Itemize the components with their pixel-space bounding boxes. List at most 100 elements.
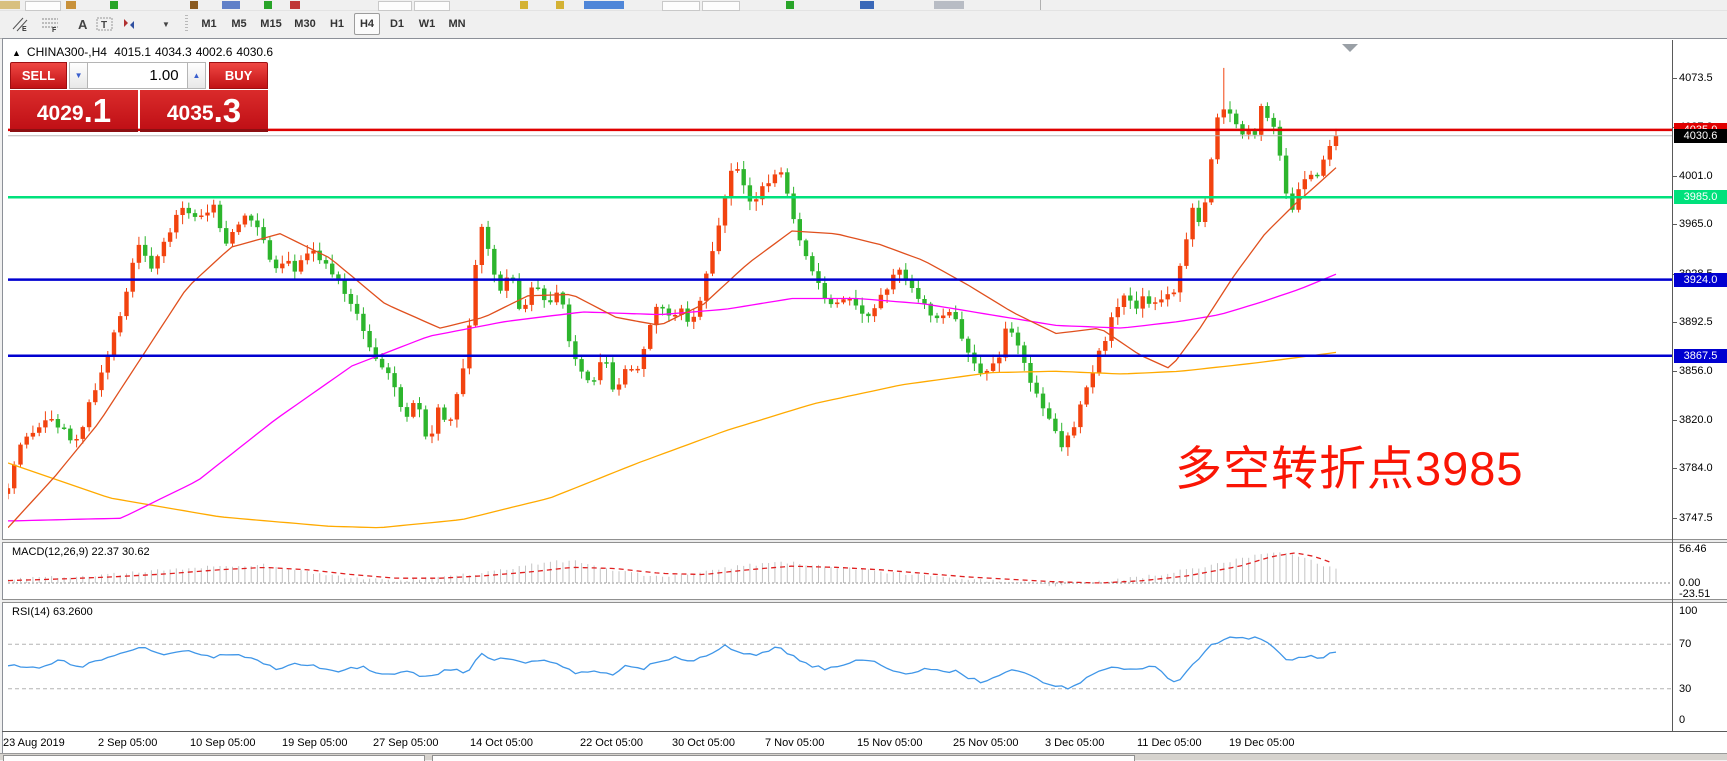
toolbar-text-label-icon[interactable]: T [94,13,116,35]
toolbar-fibonacci-retracement-icon[interactable]: F [36,13,64,35]
price-tick-mark [1673,78,1677,79]
rsi-canvas[interactable] [8,603,1672,731]
price-tick-label: 3747.5 [1679,512,1713,524]
time-axis-label: 14 Oct 05:00 [470,737,533,749]
toolbar-icon-fragment [662,1,700,11]
price-tick-label: 4073.5 [1679,72,1713,84]
buy-price-main: 4035 [166,102,214,125]
toolbar-icon-fragment [25,1,61,11]
timeframe-button-H4[interactable]: H4 [354,13,380,35]
toolbar-icon-fragment [702,1,740,11]
price-tick-mark [1673,224,1677,225]
time-axis-label: 3 Dec 05:00 [1045,737,1105,749]
rsi-label: RSI(14) 63.2600 [12,606,93,618]
chart-shift-marker [1342,44,1358,52]
toolbar-equidistant-channel-icon[interactable]: E [6,13,34,35]
timeframe-button-M15[interactable]: M15 [260,18,282,30]
toolbar-icon-fragment [378,1,412,11]
volume-input[interactable]: 1.00 [88,62,187,89]
toolbar-icon-fragment [786,1,794,9]
sell-price-frac: .1 [83,92,112,129]
volume-decrease-button[interactable]: ▼ [68,62,89,89]
buy-price-frac: .3 [213,92,242,129]
chart-annotation: 多空转折点3985 [1175,442,1524,495]
symbol-label: CHINA300-,H4 [26,45,107,59]
bottom-panel-edge [3,755,425,761]
svg-text:F: F [52,27,57,32]
plot-right-border [1672,40,1673,731]
arrow-objects-dropdown-icon[interactable]: ▼ [162,19,170,29]
rsi-scale-label: 100 [1679,605,1698,617]
price-badge-3867.5: 3867.5 [1674,349,1727,363]
time-axis-label: 19 Sep 05:00 [282,737,348,749]
toolbar-icon-fragment [222,1,240,9]
price-tick-label: 3856.0 [1679,365,1713,377]
chart-header: ▲ CHINA300-,H4 4015.1 4034.3 4002.6 4030.6 [12,45,277,59]
toolbar-icon-fragment [934,1,964,9]
time-axis-label: 30 Oct 05:00 [672,737,735,749]
macd-scale-label: 56.46 [1679,543,1707,555]
price-tick-label: 3892.5 [1679,316,1713,328]
macd-scale-label: 0.00 [1679,577,1701,589]
timeframe-button-W1[interactable]: W1 [418,18,436,30]
open-value: 4015.1 [114,45,151,59]
price-tick-mark [1673,420,1677,421]
price-badge-3924.0: 3924.0 [1674,273,1727,287]
bottom-strip [0,753,1727,761]
toolbar-icon-fragment [66,1,76,9]
toolbar-section-divider [1040,0,1041,10]
time-axis-label: 23 Aug 2019 [3,737,65,749]
main-chart-canvas[interactable] [8,40,1672,539]
sell-price-display[interactable]: 4029.1 [10,90,138,132]
macd-pane-separator[interactable] [2,539,1727,543]
price-tick-mark [1673,468,1677,469]
price-badge-3985.0: 3985.0 [1674,190,1727,204]
chart-window [2,38,1727,753]
svg-text:T: T [101,20,107,31]
toolbar-icon-fragment [584,1,624,9]
toolbar-icon-fragment [556,1,564,9]
rsi-scale-label: 30 [1679,683,1692,695]
sell-button[interactable]: SELL [10,62,67,89]
toolbar-text-icon[interactable]: A [72,13,94,35]
low-value: 4002.6 [195,45,233,59]
time-axis-label: 11 Dec 05:00 [1137,737,1202,749]
price-tick-label: 3820.0 [1679,414,1713,426]
time-axis-label: 22 Oct 05:00 [580,737,643,749]
toolbar-icon-fragment [290,1,300,9]
volume-increase-button[interactable]: ▲ [186,62,207,89]
sell-price-main: 4029 [36,102,84,125]
clipped-toolbar-row [0,0,1727,11]
toolbar-icon-fragment [0,1,20,9]
toolbar-icon-fragment [520,1,528,9]
price-tick-label: 3965.0 [1679,218,1713,230]
rsi-scale-label: 70 [1679,638,1692,650]
timeframe-button-MN[interactable]: MN [448,18,466,30]
timeframe-button-M1[interactable]: M1 [201,18,217,30]
one-click-trading-panel: SELL ▼ 1.00 ▲ BUY 4029.1 4035.3 [10,62,268,132]
rsi-pane-separator[interactable] [2,599,1727,603]
time-axis-label: 27 Sep 05:00 [373,737,439,749]
time-axis-label: 19 Dec 05:00 [1229,737,1295,749]
price-tick-label: 4001.0 [1679,170,1713,182]
time-axis-label: 7 Nov 05:00 [765,737,825,749]
toolbar-icon-fragment [414,1,450,11]
buy-button[interactable]: BUY [209,62,268,89]
toolbar-arrow-objects-icon[interactable] [118,13,140,35]
macd-canvas[interactable] [8,543,1672,599]
timeframe-button-H1[interactable]: H1 [329,18,345,30]
timeframe-button-D1[interactable]: D1 [389,18,405,30]
collapse-icon[interactable]: ▲ [12,48,21,58]
buy-price-display[interactable]: 4035.3 [140,90,268,132]
rsi-scale-label: 0 [1679,714,1686,726]
bottom-panel-edge [432,755,1135,761]
timeframe-button-M5[interactable]: M5 [231,18,247,30]
timeframe-button-M30[interactable]: M30 [294,18,316,30]
price-tick-mark [1673,322,1677,323]
toolbar: E F A T ▼ M1 M5 M15 M30 H1 H4 D1 W1 MN [0,11,1727,39]
macd-label: MACD(12,26,9) 22.37 30.62 [12,546,150,558]
time-axis-label: 15 Nov 05:00 [857,737,923,749]
toolbar-grip[interactable] [185,15,188,33]
macd-scale-label: -23.51 [1679,588,1711,600]
time-axis-label: 2 Sep 05:00 [98,737,158,749]
